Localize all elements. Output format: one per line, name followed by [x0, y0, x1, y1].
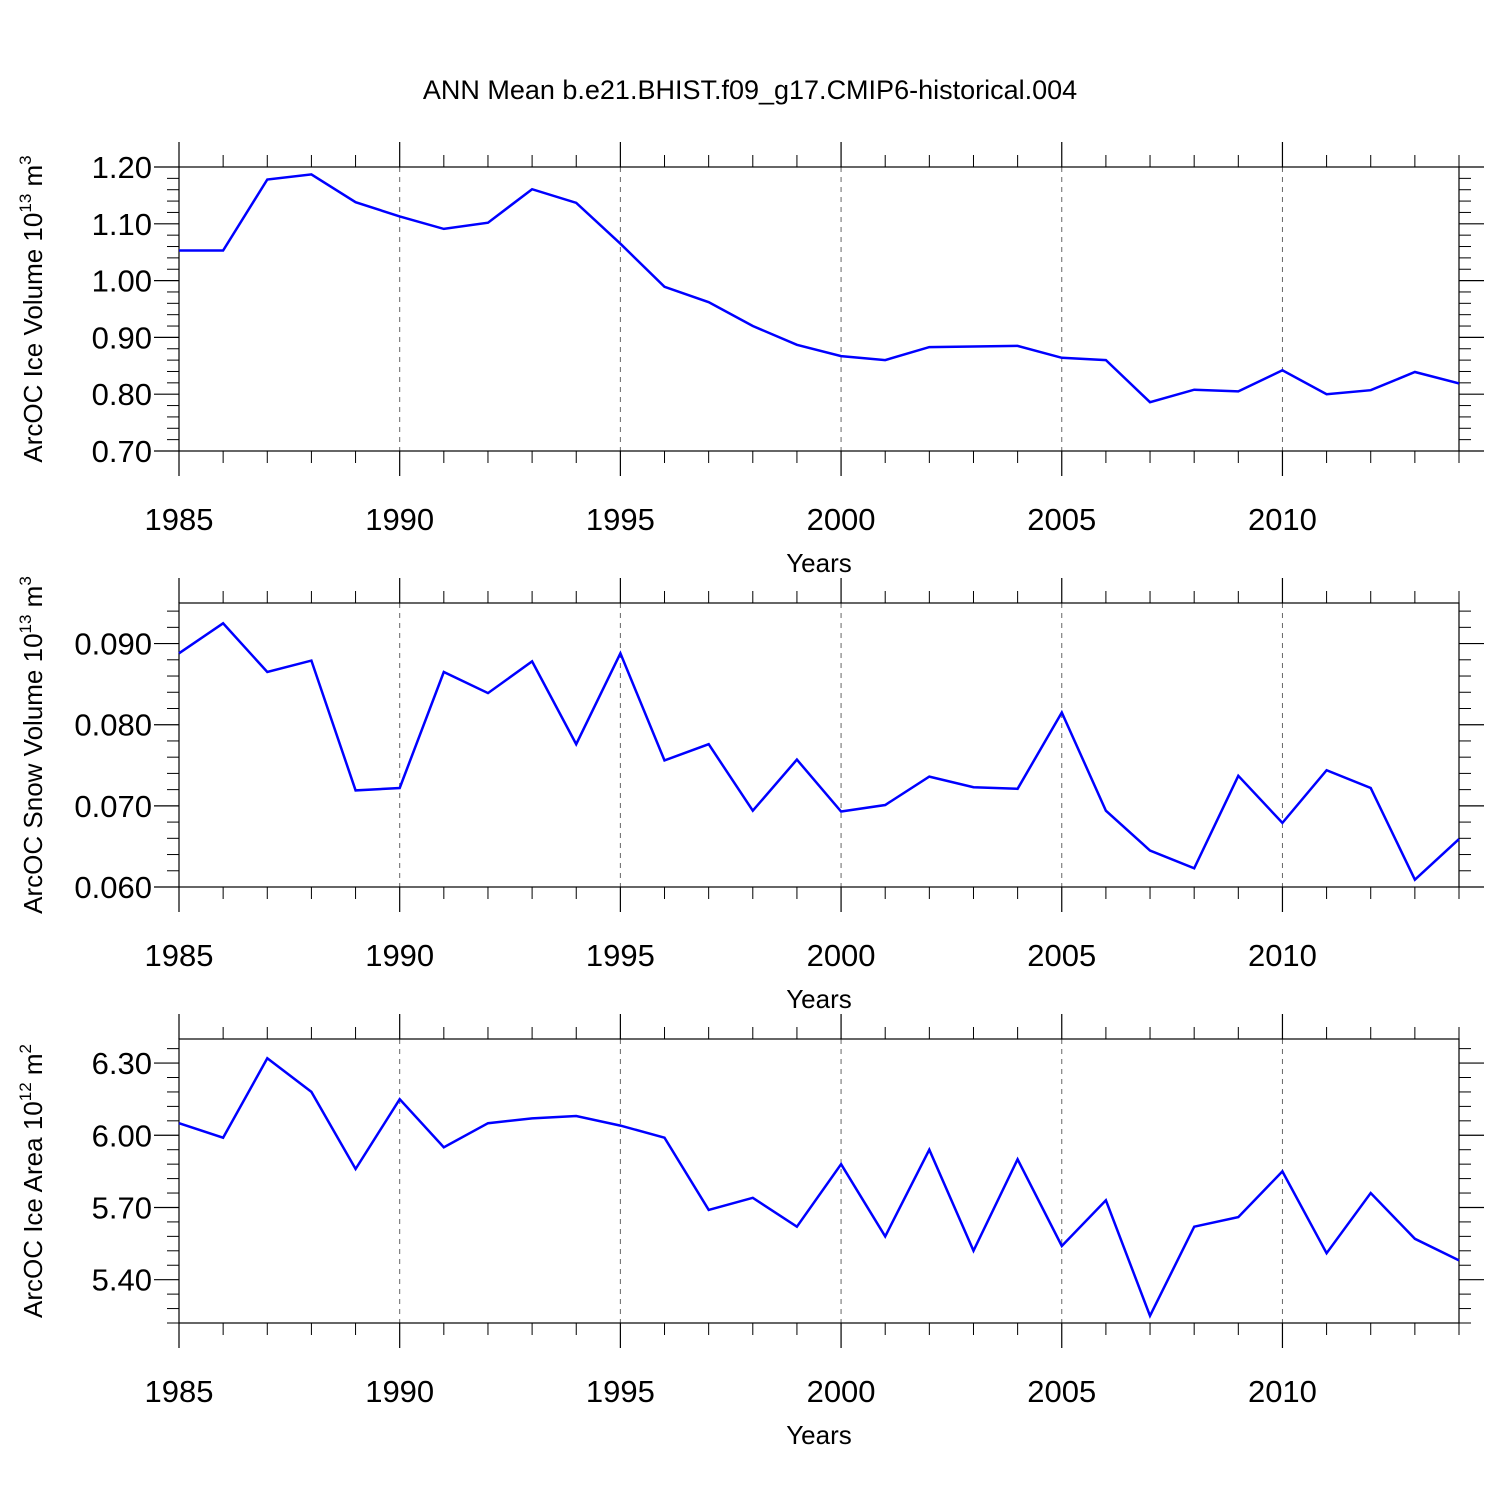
x-tick-label: 2010 [1248, 938, 1317, 973]
x-tick-label: 2005 [1027, 502, 1096, 537]
x-tick-label: 2000 [807, 938, 876, 973]
y-tick-label: 1.10 [92, 207, 152, 242]
y-tick-label: 0.90 [92, 320, 152, 355]
series-line [179, 173, 1460, 404]
plot-frame [178, 602, 1460, 888]
series-line [178, 1056, 1460, 1319]
y-axis-label-exponent: 12 [16, 1082, 35, 1101]
x-tick-label: 1990 [365, 938, 434, 973]
x-axis-label: Years [786, 1420, 852, 1450]
y-axis-label-unit: m [18, 165, 48, 194]
x-tick-label: 2010 [1248, 502, 1317, 537]
y-tick-label: 6.30 [92, 1046, 152, 1081]
series-line [178, 621, 1460, 882]
x-tick-label: 1985 [145, 938, 214, 973]
y-axis-label-text: ArcOC Ice Volume 10 [18, 213, 48, 463]
x-tick-label: 2000 [807, 502, 876, 537]
y-axis-label-unit-exponent: 3 [16, 576, 35, 585]
y-axis-label-unit-exponent: 2 [16, 1044, 35, 1053]
x-tick-label: 1995 [586, 502, 655, 537]
y-tick-label: 1.00 [92, 264, 152, 299]
x-tick-label: 2010 [1248, 1374, 1317, 1409]
x-tick-label: 1990 [365, 502, 434, 537]
y-axis-label-exponent: 13 [16, 615, 35, 634]
y-tick-label: 1.20 [92, 150, 152, 185]
y-tick-label: 0.060 [74, 870, 152, 905]
plot-frame [178, 166, 1460, 452]
x-tick-label: 1995 [586, 938, 655, 973]
x-tick-label: 1995 [586, 1374, 655, 1409]
x-axis-label: Years [786, 984, 852, 1014]
x-axis-label: Years [786, 548, 852, 578]
chart-title: ANN Mean b.e21.BHIST.f09_g17.CMIP6-histo… [423, 75, 1077, 105]
x-tick-label: 1985 [145, 1374, 214, 1409]
y-tick-label: 0.080 [74, 708, 152, 743]
y-axis-label-text: ArcOC Ice Area 10 [18, 1101, 48, 1318]
x-tick-label: 2005 [1027, 1374, 1096, 1409]
y-tick-label: 0.090 [74, 627, 152, 662]
y-tick-label: 5.70 [92, 1190, 152, 1225]
chart-panel-3: 1985 1990 1995 2000 2005 2010 5.40 5.70 6.00 6.30… [16, 1014, 1484, 1450]
chart-panel-1: 1985 1990 1995 2000 2005 2010 0.70 0.80 0.90 1.00… [16, 142, 1484, 578]
y-axis-label: ArcOC Snow Volume 1013 m3 [16, 576, 48, 914]
x-tick-label: 2005 [1027, 938, 1096, 973]
y-axis-label-text: ArcOC Snow Volume 10 [18, 633, 48, 913]
chart-panel-2: 1985 1990 1995 2000 2005 2010 0.060 0.070 0.080 0… [16, 576, 1484, 1014]
y-axis-label-unit-exponent: 3 [16, 155, 35, 164]
y-tick-label: 0.070 [74, 789, 152, 824]
y-axis-label-exponent: 13 [16, 194, 35, 213]
x-tick-label: 1985 [145, 502, 214, 537]
y-tick-label: 0.80 [92, 377, 152, 412]
plot-frame [178, 1038, 1460, 1324]
y-tick-label: 5.40 [92, 1263, 152, 1298]
y-axis-label-unit: m [18, 1053, 48, 1082]
y-tick-label: 0.70 [92, 434, 152, 469]
x-tick-label: 2000 [807, 1374, 876, 1409]
y-axis-label: ArcOC Ice Area 1012 m2 [16, 1044, 48, 1318]
x-tick-label: 1990 [365, 1374, 434, 1409]
y-axis-label-unit: m [18, 586, 48, 615]
y-tick-label: 6.00 [92, 1118, 152, 1153]
y-axis-label: ArcOC Ice Volume 1013 m3 [16, 155, 48, 462]
